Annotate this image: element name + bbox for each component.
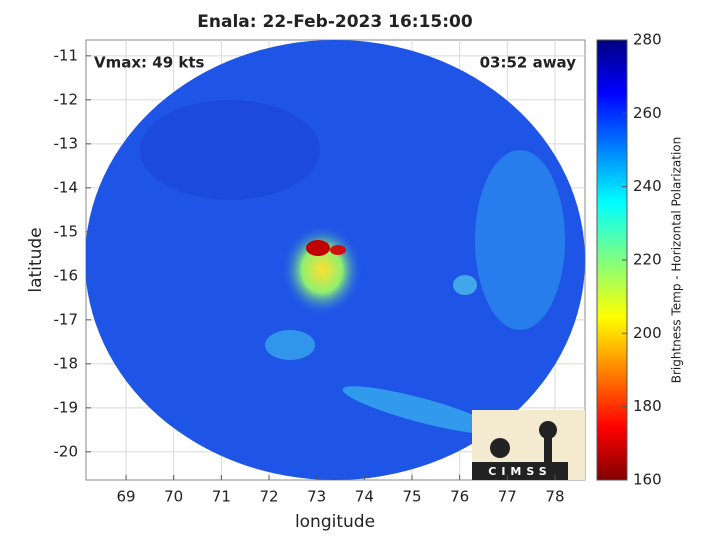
y-axis-label: latitude (26, 227, 46, 292)
x-tick-label: 70 (164, 488, 183, 506)
colorbar-tick-label: 220 (633, 251, 662, 269)
x-axis-label: longitude (295, 512, 375, 532)
x-tick-label: 74 (355, 488, 374, 506)
swath-image: CIMSS (86, 40, 585, 480)
colorbar-tick-label: 180 (633, 397, 662, 415)
colorbar-label: Brightness Temp - Horizontal Polarizatio… (670, 137, 684, 384)
chart-title: Enala: 22-Feb-2023 16:15:00 (197, 12, 473, 32)
y-tick-label: -20 (54, 442, 79, 460)
y-tick-label: -11 (54, 46, 79, 64)
colorbar-tick-label: 280 (633, 31, 662, 49)
x-tick-label: 69 (116, 488, 135, 506)
annotation: 03:52 away (480, 54, 577, 72)
x-tick-label: 76 (450, 488, 469, 506)
y-tick-label: -12 (54, 90, 79, 108)
x-tick-label: 71 (212, 488, 231, 506)
y-tick-label: -14 (54, 178, 79, 196)
colorbar-tick-label: 200 (633, 324, 662, 342)
x-tick-label: 75 (402, 488, 421, 506)
logo-text: CIMSS (488, 465, 551, 478)
colorbar-tick-label: 160 (633, 471, 662, 489)
x-tick-label: 73 (307, 488, 326, 506)
y-tick-label: -16 (54, 266, 79, 284)
colorbar-tick-label: 260 (633, 104, 662, 122)
y-tick-label: -17 (54, 310, 79, 328)
y-tick-label: -18 (54, 354, 79, 372)
x-tick-label: 72 (259, 488, 278, 506)
x-tick-label: 77 (498, 488, 517, 506)
y-tick-label: -19 (54, 398, 79, 416)
x-tick-label: 78 (545, 488, 564, 506)
y-tick-label: -13 (54, 134, 79, 152)
colorbar-tick-label: 240 (633, 177, 662, 195)
annotation: Vmax: 49 kts (94, 54, 204, 72)
y-tick-label: -15 (54, 222, 79, 240)
